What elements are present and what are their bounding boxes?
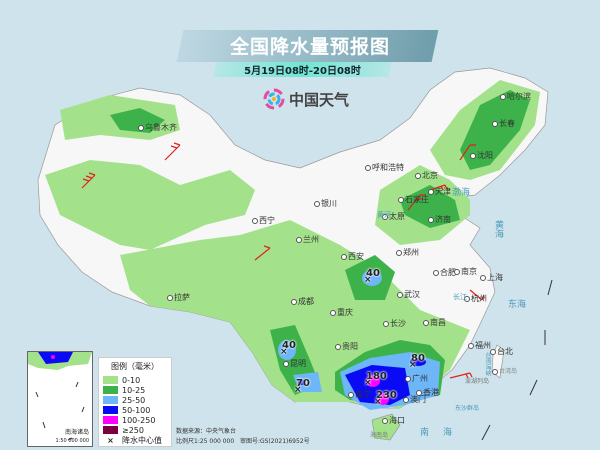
precip-center-marker-icon: × [294,385,302,395]
legend-item: 100-250 [103,415,167,425]
sea-label-nanhai: 南海 [420,428,467,438]
inset-label: 南海诸岛 [64,429,89,436]
precip-center-marker-icon: × [280,347,288,357]
legend-swatch [103,406,118,414]
legend-label: 10-25 [122,385,146,395]
city-label: 济南 [428,214,451,225]
city-label: 长沙 [383,318,406,329]
precip-center-marker-icon: × [409,360,417,370]
city-label: 重庆 [330,307,353,318]
legend-swatch [103,376,118,384]
legend-swatch [103,416,118,424]
city-label: 西安 [341,251,364,262]
south-china-sea-inset: 南海诸岛 1:50 000 000 [27,351,93,447]
inset-map [28,352,92,441]
legend-title: 图例（毫米） [111,362,159,371]
city-label: 澳门 [403,394,426,405]
time-range: 5月19日08时-20日08时 [244,66,361,77]
legend: 图例（毫米） 0-10 10-25 25-50 50-100 100-250 ≥250 ×… [98,357,172,447]
sea-label-donghai: 东海 [508,300,527,310]
city-label: 昆明 [283,358,306,369]
island-dongsha: 东沙群岛 [455,405,480,412]
legend-item: 0-10 [103,375,167,385]
legend-item: 50-100 [103,405,167,415]
precip-center-marker-icon: × [364,275,372,285]
precip-center-value: 40 [366,268,380,279]
city-label: 南昌 [423,317,446,328]
precip-center-value: 40 [282,340,296,351]
city-label: 兰州 [296,234,319,245]
city-label: 银川 [314,198,337,209]
city-label: 石家庄 [398,194,429,205]
city-label: 乌鲁木齐 [138,122,177,133]
city-label: 天津 [428,186,451,197]
precip-center-value: 230 [376,390,397,401]
legend-item: 10-25 [103,385,167,395]
island-hainan: 海南岛 [370,432,389,439]
precip-center-marker-icon: × [374,397,382,407]
city-label: 海口 [382,415,405,426]
precip-center-value: 180 [366,371,387,382]
city-label: 上海 [480,272,503,283]
legend-label: 50-100 [122,405,151,415]
map-scale: 比例尺1:25 000 000 [176,438,235,445]
city-label: 广州 [405,373,428,384]
city-label: 福州 [468,340,491,351]
island-taiwan: 台湾岛 [492,366,517,375]
city-label: 郑州 [396,247,419,258]
source-info: 数据来源：中央气象台 比例尺1:25 000 000 审图号:GS(2021)6… [176,427,310,447]
city-label: 南京 [454,266,477,277]
legend-label: 25-50 [122,395,146,405]
sea-label-bohai: 渤海 [452,188,471,198]
city-label: 贵阳 [335,341,358,352]
nine-dash-line [481,279,553,441]
legend-label: 降水中心值 [122,435,162,445]
precip-center-value: 80 [411,353,425,364]
city-label: 成都 [291,296,314,307]
city-label: 西宁 [252,215,275,226]
sea-label-taiwan-strait: 台湾海峡 [484,352,491,376]
city-label: 合肥 [433,267,456,278]
legend-label: ≥250 [122,425,144,435]
city-label: 台北 [490,346,513,357]
brand-swirl-icon [263,88,285,110]
city-label: 拉萨 [167,292,190,303]
precip-center-marker-icon: × [364,378,372,388]
city-label: 南宁 [348,389,371,400]
cross-icon: × [107,435,114,445]
legend-label: 100-250 [122,415,156,425]
city-label: 太原 [382,211,405,222]
legend-item-center: × 降水中心值 [103,435,167,445]
river-label-changjiang: 长江 [453,293,467,301]
legend-item: 25-50 [103,395,167,405]
city-label: 沈阳 [470,150,493,161]
data-source: 数据来源：中央气象台 [176,428,237,435]
precip-center-value: 70 [296,378,310,389]
precip-100-250 [366,375,389,405]
legend-label: 0-10 [122,375,141,385]
brand-logo: 中国天气 [263,88,349,110]
legend-swatch [103,426,118,434]
river-label-huanghe: 黄河 [377,211,391,219]
island-penghu: 澎湖列岛 [465,378,490,385]
city-label: 北京 [415,170,438,181]
inset-scale: 1:50 000 000 [55,438,90,444]
sea-label-huanghai: 黄海 [493,220,503,238]
map-review-number: 审图号:GS(2021)6952号 [239,438,310,445]
page-title: 全国降水量预报图 [229,36,390,58]
legend-swatch [103,396,118,404]
city-label: 香港 [416,387,439,398]
city-label: 长春 [492,118,515,129]
brand-name: 中国天气 [289,90,350,109]
city-label: 杭州 [464,293,487,304]
legend-swatch [103,386,118,394]
city-label: 呼和浩特 [365,162,404,173]
city-label: 武汉 [397,289,420,300]
city-label: 哈尔滨 [500,91,531,102]
legend-item: ≥250 [103,425,167,435]
